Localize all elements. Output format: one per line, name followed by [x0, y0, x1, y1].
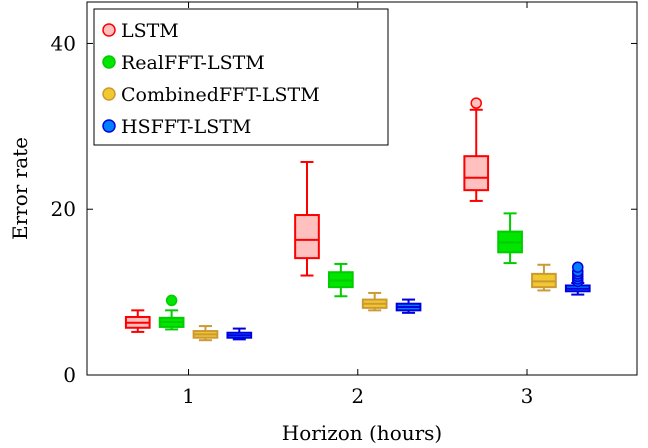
legend-marker: [102, 23, 116, 37]
axis-ticks: 1 2 3 0 20 40: [51, 2, 637, 408]
legend-label: CombinedFFT-LSTM: [121, 84, 320, 106]
series-LSTM: [124, 97, 490, 333]
y-tick-label: 40: [51, 31, 76, 55]
plot-frame: [86, 1, 638, 376]
y-tick-label: 20: [51, 197, 76, 221]
box: [463, 155, 490, 192]
outlier-point: [165, 294, 178, 307]
box: [294, 214, 320, 260]
x-axis-label: Horizon (hours): [282, 421, 443, 445]
legend-label: LSTM: [121, 20, 179, 42]
y-tick-label: 0: [63, 363, 76, 387]
y-axis-label: Error rate: [8, 137, 32, 240]
series-RealFFT-LSTM: [158, 212, 523, 331]
legend-box: [93, 8, 389, 146]
outlier-point: [572, 261, 584, 273]
legend: LSTM RealFFT-LSTM CombinedFFT-LSTM HSFFT-LS…: [93, 8, 389, 146]
legend-label: RealFFT-LSTM: [121, 52, 265, 74]
chart-marks: [124, 97, 591, 342]
legend-label: HSFFT-LSTM: [121, 116, 251, 138]
x-tick-label: 2: [351, 384, 364, 408]
series-HSFFT-LSTM: [226, 261, 591, 341]
x-tick-label: 1: [182, 384, 195, 408]
outlier-point: [470, 97, 482, 109]
series-CombinedFFT-LSTM: [192, 263, 557, 342]
legend-marker: [102, 119, 116, 133]
legend-marker: [102, 87, 116, 101]
x-tick-label: 3: [521, 384, 534, 408]
legend-marker: [102, 55, 116, 69]
